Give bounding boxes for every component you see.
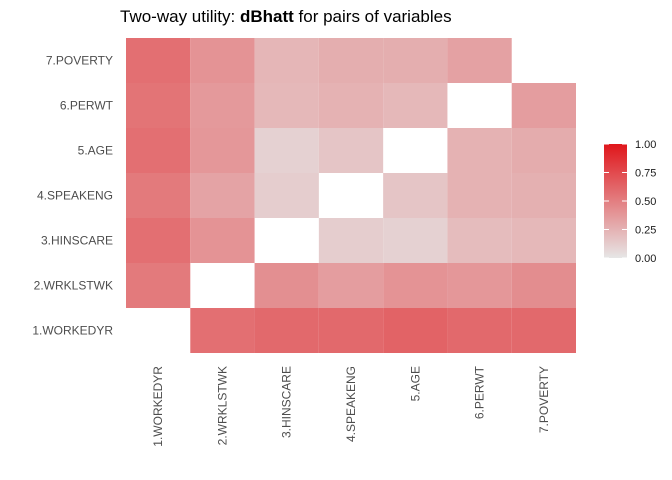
y-tick-label-4-speakeng: 4.SPEAKENG xyxy=(37,189,113,203)
cell-6-perwt-1-workedyr xyxy=(447,308,512,353)
chart-title-bold: dBhatt xyxy=(240,7,294,26)
cell-4-speakeng-1-workedyr xyxy=(318,308,384,353)
cell-5-age-3-hinscare xyxy=(383,218,448,263)
x-axis-labels: 1.WORKEDYR 2.WRKLSTWK 3.HINSCARE 4.SPEAKENG… xyxy=(151,365,551,446)
cell-6-perwt-7-poverty xyxy=(447,38,512,83)
cell-5-age-1-workedyr xyxy=(383,308,448,353)
cell-4-speakeng-7-poverty xyxy=(318,38,384,83)
x-tick-label-4-speakeng: 4.SPEAKENG xyxy=(344,366,358,442)
cell-2-wrklstwk-3-hinscare xyxy=(190,218,255,263)
legend-tick-label: 0.75 xyxy=(635,168,656,180)
cell-7-poverty-5-age xyxy=(511,128,576,173)
cell-5-age-2-wrklstwk xyxy=(383,263,448,308)
cell-6-perwt-2-wrklstwk xyxy=(447,263,512,308)
x-tick-label-3-hinscare: 3.HINSCARE xyxy=(280,366,294,438)
x-tick-label-5-age: 5.AGE xyxy=(408,366,422,401)
cell-7-poverty-6-perwt xyxy=(511,83,576,128)
cell-2-wrklstwk-6-perwt xyxy=(190,83,255,128)
cell-3-hinscare-4-speakeng xyxy=(254,173,319,218)
x-tick-label-7-poverty: 7.POVERTY xyxy=(537,366,551,433)
cell-7-poverty-3-hinscare xyxy=(511,218,576,263)
y-tick-label-2-wrklstwk: 2.WRKLSTWK xyxy=(34,279,113,293)
legend-tick-label: 0.25 xyxy=(635,225,656,237)
cell-3-hinscare-6-perwt xyxy=(254,83,319,128)
cell-3-hinscare-7-poverty xyxy=(254,38,319,83)
cell-2-wrklstwk-5-age xyxy=(190,128,255,173)
cell-6-perwt-4-speakeng xyxy=(447,173,512,218)
chart-title-suffix: for pairs of variables xyxy=(294,7,452,26)
cell-1-workedyr-3-hinscare xyxy=(126,218,191,263)
cell-4-speakeng-2-wrklstwk xyxy=(318,263,384,308)
cell-4-speakeng-6-perwt xyxy=(318,83,384,128)
cell-4-speakeng-5-age xyxy=(318,128,384,173)
heatmap-cells xyxy=(126,38,576,353)
y-tick-label-6-perwt: 6.PERWT xyxy=(60,99,114,113)
cell-2-wrklstwk-7-poverty xyxy=(190,38,255,83)
legend-tick-label: 1.00 xyxy=(635,139,656,151)
y-tick-label-7-poverty: 7.POVERTY xyxy=(46,54,113,68)
x-tick-label-2-wrklstwk: 2.WRKLSTWK xyxy=(215,366,229,445)
legend-tick-label: 0.00 xyxy=(635,253,656,265)
cell-5-age-7-poverty xyxy=(383,38,448,83)
chart-title-prefix: Two-way utility: xyxy=(120,7,240,26)
cell-7-poverty-1-workedyr xyxy=(511,308,576,353)
cell-4-speakeng-3-hinscare xyxy=(318,218,384,263)
y-tick-label-5-age: 5.AGE xyxy=(78,144,113,158)
cell-2-wrklstwk-4-speakeng xyxy=(190,173,255,218)
cell-6-perwt-5-age xyxy=(447,128,512,173)
legend-colorbar xyxy=(604,144,627,258)
y-axis-labels: 1.WORKEDYR 2.WRKLSTWK 3.HINSCARE 4.SPEAKENG… xyxy=(32,54,113,338)
cell-5-age-6-perwt xyxy=(383,83,448,128)
cell-5-age-4-speakeng xyxy=(383,173,448,218)
cell-3-hinscare-1-workedyr xyxy=(254,308,319,353)
cell-1-workedyr-5-age xyxy=(126,128,191,173)
x-tick-label-1-workedyr: 1.WORKEDYR xyxy=(151,366,165,447)
cell-6-perwt-3-hinscare xyxy=(447,218,512,263)
cell-1-workedyr-2-wrklstwk xyxy=(126,263,191,308)
cell-3-hinscare-5-age xyxy=(254,128,319,173)
cell-1-workedyr-6-perwt xyxy=(126,83,191,128)
y-tick-label-3-hinscare: 3.HINSCARE xyxy=(41,234,113,248)
cell-1-workedyr-4-speakeng xyxy=(126,173,191,218)
chart-title: Two-way utility: dBhatt for pairs of var… xyxy=(120,7,452,26)
cell-2-wrklstwk-1-workedyr xyxy=(190,308,255,353)
y-tick-label-1-workedyr: 1.WORKEDYR xyxy=(32,324,113,338)
x-tick-label-6-perwt: 6.PERWT xyxy=(473,365,487,419)
cell-3-hinscare-2-wrklstwk xyxy=(254,263,319,308)
color-legend: 1.00 0.75 0.50 0.25 0.00 xyxy=(604,139,656,265)
cell-7-poverty-2-wrklstwk xyxy=(511,263,576,308)
legend-tick-label: 0.50 xyxy=(635,196,656,208)
cell-1-workedyr-7-poverty xyxy=(126,38,191,83)
cell-7-poverty-4-speakeng xyxy=(511,173,576,218)
